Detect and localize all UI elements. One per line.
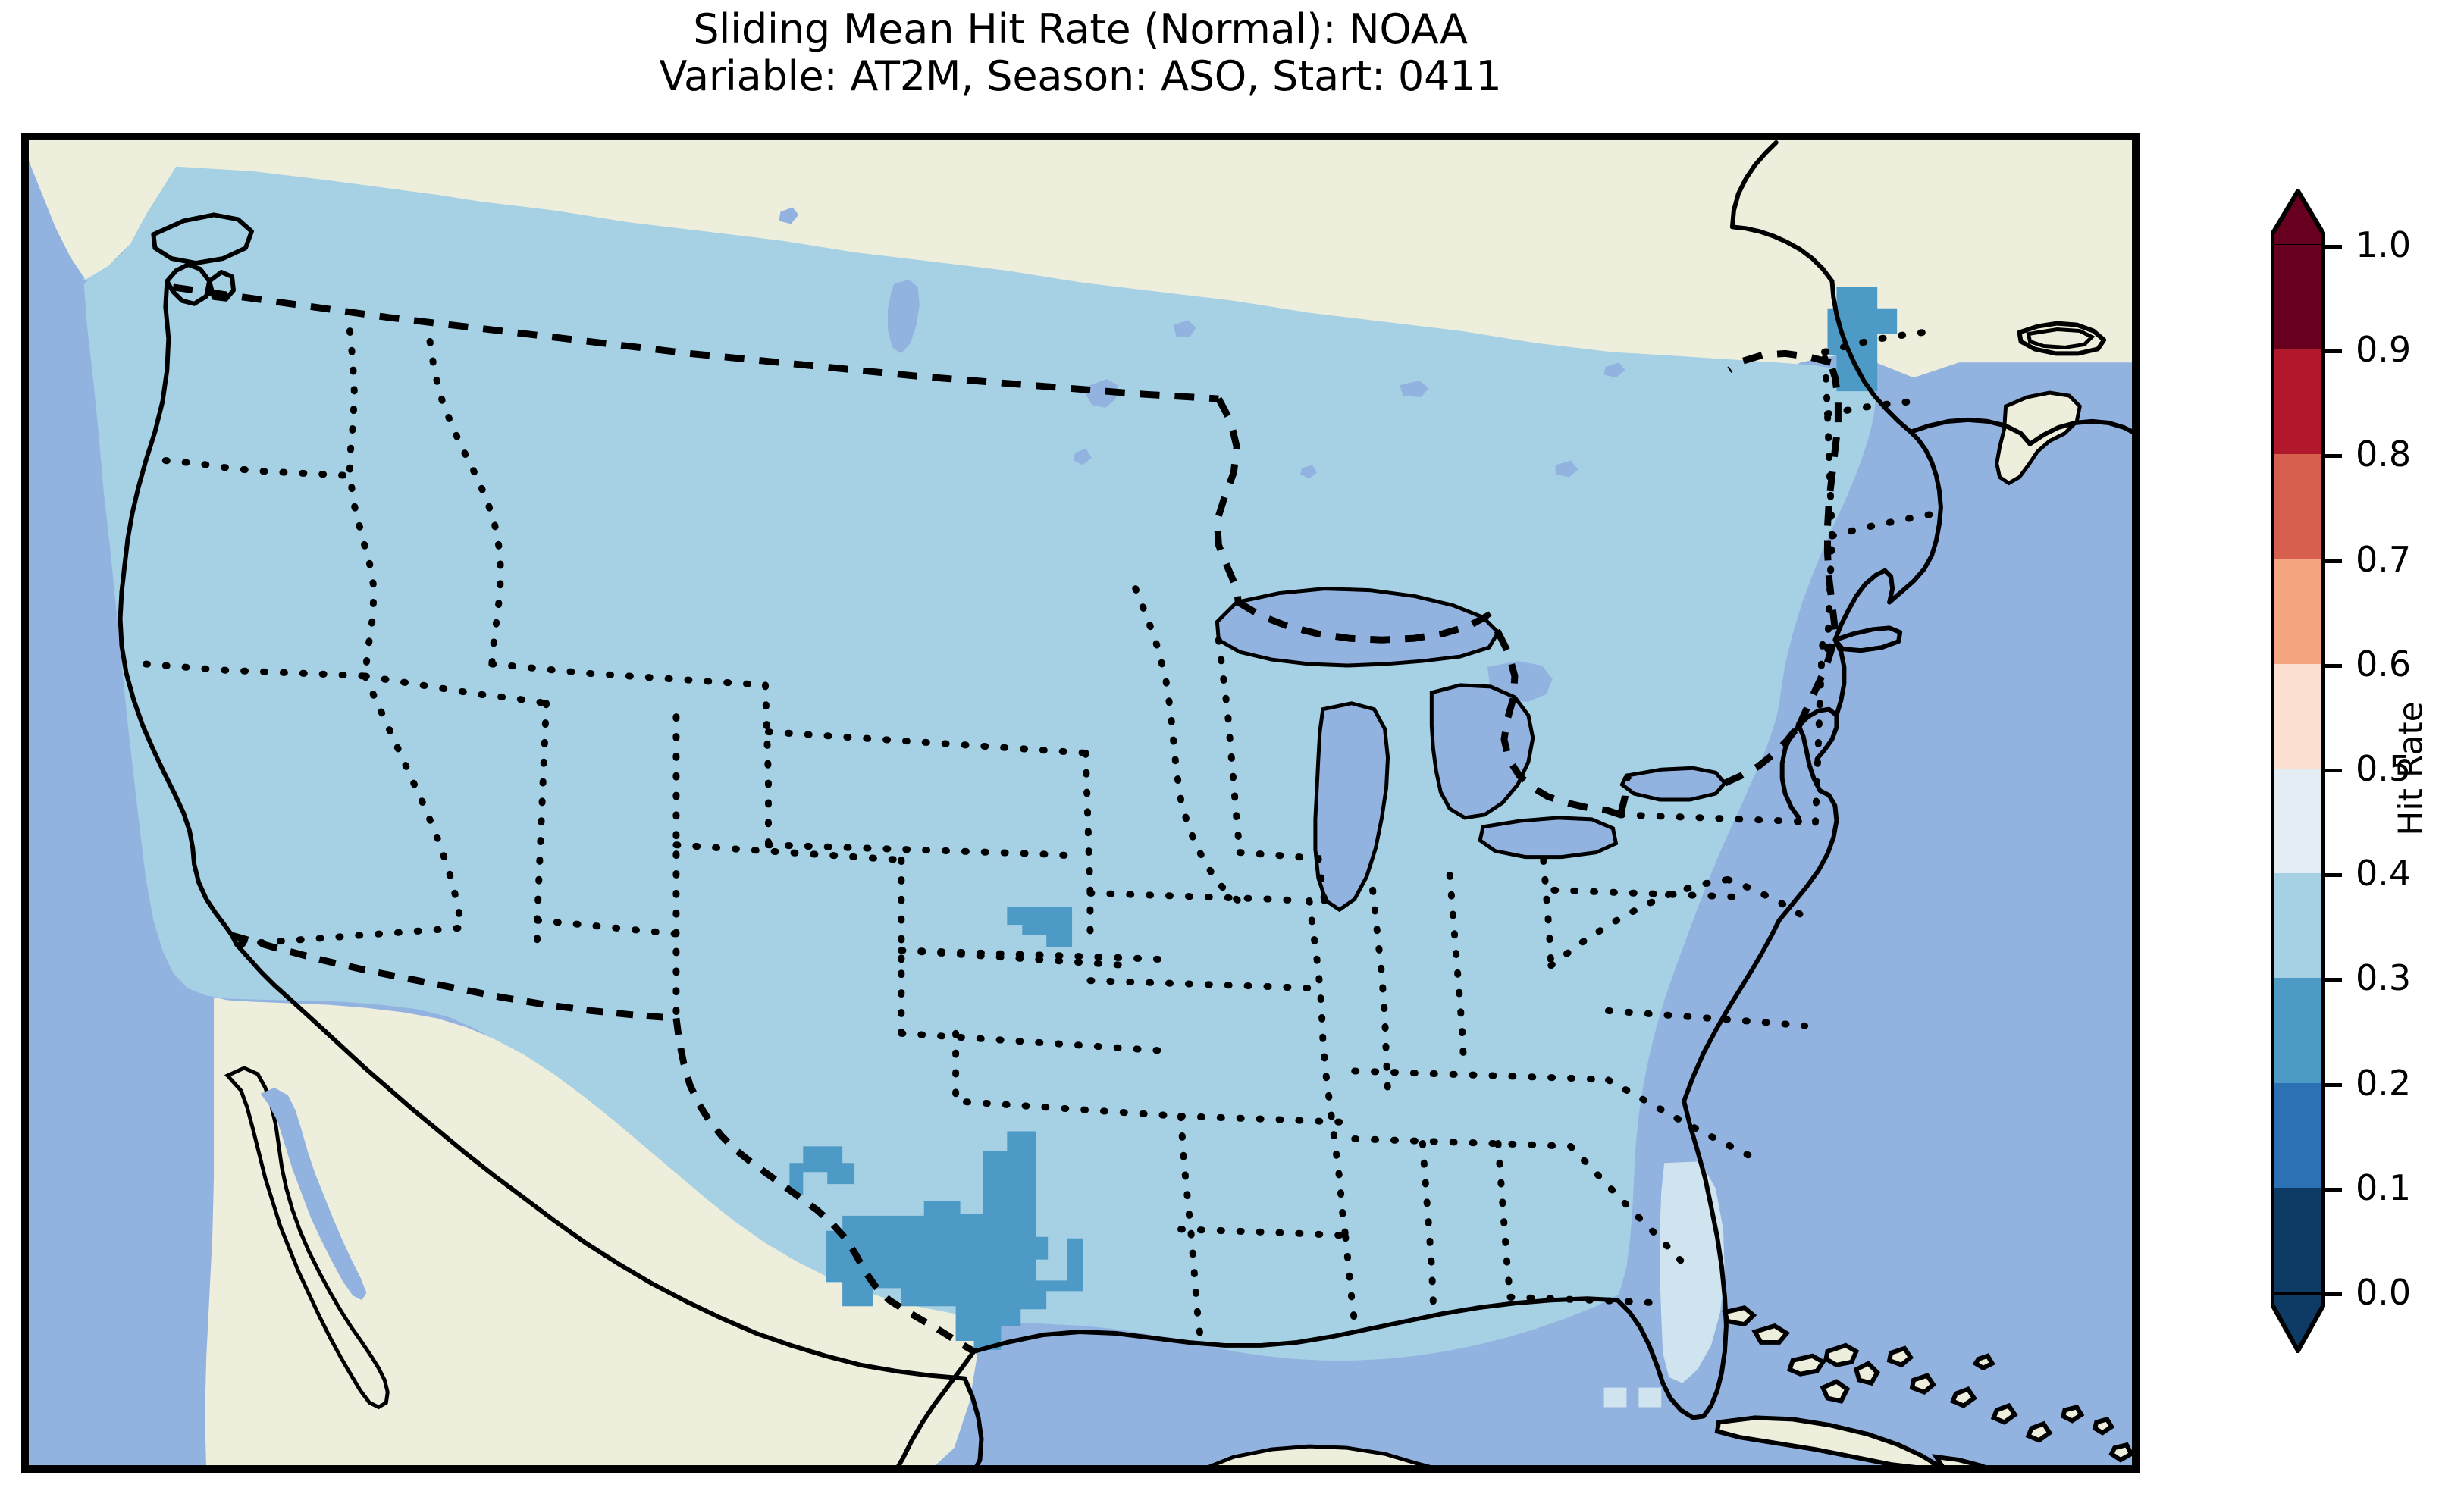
colorbar-band-0.6-0.7 — [2271, 559, 2325, 664]
colorbar-tick-label-0.8: 0.8 — [2356, 434, 2412, 475]
patch-florida-keys — [1603, 1387, 1662, 1408]
colorbar-under-arrow — [2271, 1292, 2325, 1353]
gulf-of-california — [260, 1087, 367, 1301]
figure-title: Sliding Mean Hit Rate (Normal): NOAA Var… — [0, 6, 2161, 99]
hitrate-patches-0.4-0.5 — [1603, 1161, 1725, 1408]
bahamas-islands — [1722, 1305, 2134, 1463]
colorbar-tick-0.3 — [2325, 978, 2342, 982]
colorbar[interactable]: 1.0 0.9 0.8 0.7 0.6 0.5 0.4 0.3 0.2 0.1 … — [2271, 189, 2411, 1353]
colorbar-band-0.8-0.9 — [2271, 349, 2325, 455]
colorbar-tick-label-0.1: 0.1 — [2356, 1167, 2412, 1208]
colorbar-tick-0.9 — [2325, 349, 2342, 354]
colorbar-band-0.9-1.0 — [2271, 245, 2325, 350]
colorbar-tick-0.7 — [2325, 559, 2342, 563]
us-state-borders — [142, 327, 1940, 1343]
colorbar-axis-label: Hit Rate — [2391, 701, 2431, 836]
colorbar-band-0.4-0.5 — [2271, 769, 2325, 874]
colorbar-tick-1.0 — [2325, 245, 2342, 249]
us-canada-border — [172, 283, 1842, 819]
colorbar-tick-label-0.2: 0.2 — [2356, 1062, 2412, 1104]
map-canvas — [25, 136, 2136, 1469]
colorbar-tick-label-0.6: 0.6 — [2356, 643, 2412, 684]
colorbar-band-0.5-0.6 — [2271, 663, 2325, 769]
colorbar-tick-0.8 — [2325, 454, 2342, 459]
prince-edward-island — [2026, 327, 2096, 349]
colorbar-outline — [2271, 245, 2325, 1292]
mexico-mainland — [205, 997, 977, 1469]
coastlines — [118, 139, 2136, 1469]
colorbar-tick-0.2 — [2325, 1082, 2342, 1087]
colorbar-tick-0.4 — [2325, 873, 2342, 878]
colorbar-tick-label-1.0: 1.0 — [2356, 224, 2412, 265]
title-line-1: Sliding Mean Hit Rate (Normal): NOAA — [693, 5, 1468, 53]
great-lakes-outlines — [1215, 587, 1728, 913]
map-panel — [21, 133, 2140, 1473]
colorbar-over-arrow — [2271, 189, 2325, 246]
colorbar-band-0.2-0.3 — [2271, 978, 2325, 1083]
colorbar-tick-label-0.9: 0.9 — [2356, 329, 2412, 371]
colorbar-band-0.0-0.1 — [2271, 1187, 2325, 1292]
colorbar-tick-label-0.4: 0.4 — [2356, 853, 2412, 894]
us-mexico-border — [230, 932, 976, 1355]
baja-california — [224, 1066, 390, 1410]
colorbar-tick-label-0.5: 0.5 — [2356, 748, 2412, 789]
colorbar-tick-0.0 — [2325, 1292, 2342, 1296]
canada-overlay-north — [25, 136, 2136, 360]
colorbar-tick-0.6 — [2325, 663, 2342, 668]
colorbar-tick-0.1 — [2325, 1187, 2342, 1192]
great-lakes — [779, 207, 1725, 910]
patch-west-texas — [789, 1146, 855, 1195]
patch-florida — [1660, 1161, 1725, 1383]
colorbar-tick-label-0.7: 0.7 — [2356, 538, 2412, 580]
colorbar-band-0.7-0.8 — [2271, 454, 2325, 559]
colorbar-tick-0.5 — [2325, 769, 2342, 772]
colorbar-band-0.3-0.4 — [2271, 873, 2325, 979]
colorbar-tick-label-0.3: 0.3 — [2356, 957, 2412, 999]
colorbar-band-0.1-0.2 — [2271, 1082, 2325, 1188]
colorbar-tick-label-0.0: 0.0 — [2356, 1272, 2412, 1313]
patch-central-texas — [826, 1131, 1083, 1350]
patch-kansas — [1007, 907, 1073, 947]
quebec-maritimes-landmass — [1716, 136, 2136, 345]
title-line-2: Variable: AT2M, Season: ASO, Start: 0411 — [659, 52, 1502, 100]
